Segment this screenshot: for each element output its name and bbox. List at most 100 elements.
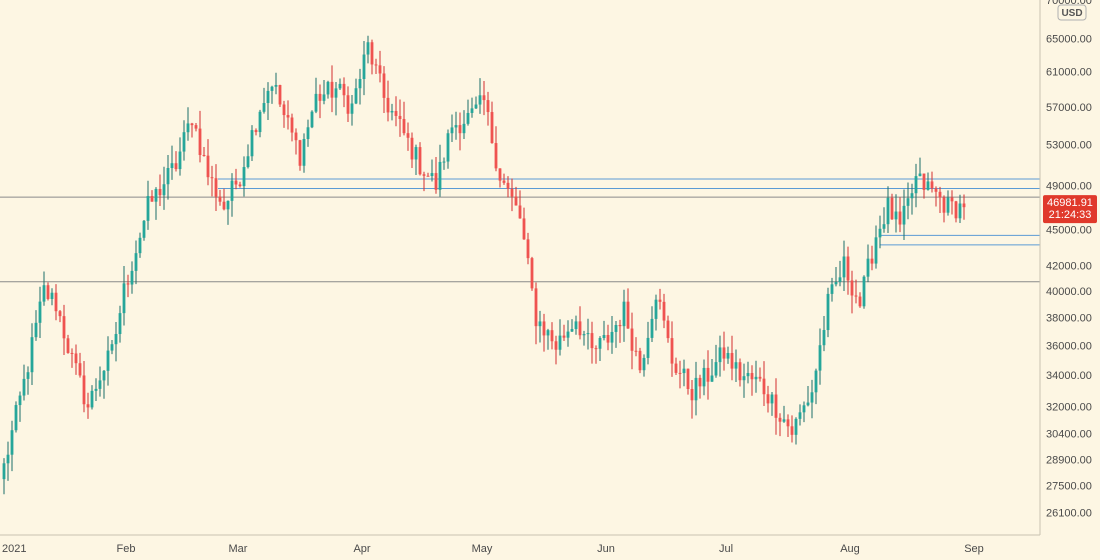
candle[interactable] — [106, 336, 110, 386]
candle[interactable] — [854, 279, 858, 304]
candle[interactable] — [554, 335, 558, 365]
candle[interactable] — [486, 91, 490, 126]
candle[interactable] — [290, 113, 294, 142]
candle[interactable] — [634, 337, 638, 357]
candle[interactable] — [474, 96, 478, 109]
candle[interactable] — [414, 144, 418, 175]
candle[interactable] — [570, 319, 574, 333]
candle[interactable] — [830, 277, 834, 302]
candle[interactable] — [422, 171, 426, 192]
candle[interactable] — [130, 261, 134, 294]
currency-badge[interactable]: USD — [1057, 4, 1087, 21]
candle[interactable] — [202, 146, 206, 157]
candle[interactable] — [74, 344, 78, 375]
candle[interactable] — [762, 361, 766, 406]
candle[interactable] — [298, 139, 302, 171]
candle[interactable] — [630, 312, 634, 370]
candle[interactable] — [638, 347, 642, 374]
candle[interactable] — [710, 358, 714, 382]
candle[interactable] — [50, 288, 54, 306]
candle[interactable] — [374, 58, 378, 74]
candle[interactable] — [138, 232, 142, 258]
candle[interactable] — [90, 385, 94, 410]
candle[interactable] — [154, 187, 158, 220]
candle[interactable] — [714, 344, 718, 378]
candle[interactable] — [542, 313, 546, 352]
candle[interactable] — [666, 315, 670, 343]
candle[interactable] — [398, 99, 402, 137]
time-axis[interactable]: 2021 Feb Mar Apr May Jun Jul Aug Sep — [2, 543, 984, 555]
candle[interactable] — [694, 361, 698, 416]
candle[interactable] — [274, 72, 278, 95]
candle[interactable] — [546, 328, 550, 350]
candle[interactable] — [914, 163, 918, 208]
candle[interactable] — [442, 157, 446, 170]
candle[interactable] — [78, 352, 82, 378]
candle[interactable] — [82, 360, 86, 413]
candle[interactable] — [774, 378, 778, 435]
candle[interactable] — [38, 286, 42, 339]
candle[interactable] — [438, 144, 442, 197]
candle[interactable] — [738, 358, 742, 387]
candle[interactable] — [182, 120, 186, 161]
candle[interactable] — [122, 265, 126, 326]
candle[interactable] — [870, 245, 874, 271]
candle[interactable] — [662, 293, 666, 329]
candle[interactable] — [682, 359, 686, 387]
candle[interactable] — [262, 87, 266, 114]
candle[interactable] — [238, 181, 242, 188]
candle[interactable] — [698, 374, 702, 399]
candle[interactable] — [618, 319, 622, 343]
candle[interactable] — [94, 378, 98, 401]
candle[interactable] — [706, 350, 710, 400]
candle[interactable] — [354, 78, 358, 105]
candle[interactable] — [582, 330, 586, 346]
candle[interactable] — [234, 168, 238, 190]
candle[interactable] — [790, 415, 794, 443]
candle[interactable] — [214, 164, 218, 212]
candle[interactable] — [146, 180, 150, 230]
candle[interactable] — [918, 157, 922, 177]
candle[interactable] — [722, 331, 726, 371]
candle[interactable] — [806, 385, 810, 407]
candle[interactable] — [34, 310, 38, 341]
candle[interactable] — [242, 156, 246, 197]
candle[interactable] — [410, 132, 414, 169]
candle[interactable] — [838, 260, 842, 287]
candle[interactable] — [898, 197, 902, 233]
candle[interactable] — [770, 392, 774, 416]
candle[interactable] — [686, 368, 690, 395]
candle[interactable] — [946, 190, 950, 216]
candle[interactable] — [646, 321, 650, 365]
candle[interactable] — [506, 176, 510, 198]
candle[interactable] — [562, 324, 566, 342]
candle[interactable] — [282, 100, 286, 128]
candle[interactable] — [258, 109, 262, 138]
candle[interactable] — [862, 275, 866, 309]
candle[interactable] — [358, 68, 362, 105]
candle[interactable] — [822, 316, 826, 352]
candle[interactable] — [390, 103, 394, 121]
candle[interactable] — [658, 288, 662, 310]
candle[interactable] — [30, 323, 34, 386]
candle[interactable] — [938, 186, 942, 214]
candle[interactable] — [446, 129, 450, 169]
candle[interactable] — [550, 322, 554, 350]
candle[interactable] — [850, 270, 854, 314]
candle[interactable] — [598, 336, 602, 361]
candle[interactable] — [858, 292, 862, 308]
candle[interactable] — [322, 80, 326, 105]
candle[interactable] — [742, 363, 746, 398]
candle[interactable] — [574, 315, 578, 335]
candle[interactable] — [758, 367, 762, 382]
candle[interactable] — [194, 122, 198, 132]
candle[interactable] — [502, 173, 506, 185]
candle[interactable] — [350, 94, 354, 126]
candle[interactable] — [950, 190, 954, 215]
candle[interactable] — [606, 324, 610, 351]
candle[interactable] — [150, 190, 154, 202]
candle[interactable] — [226, 200, 230, 225]
candle[interactable] — [170, 145, 174, 180]
